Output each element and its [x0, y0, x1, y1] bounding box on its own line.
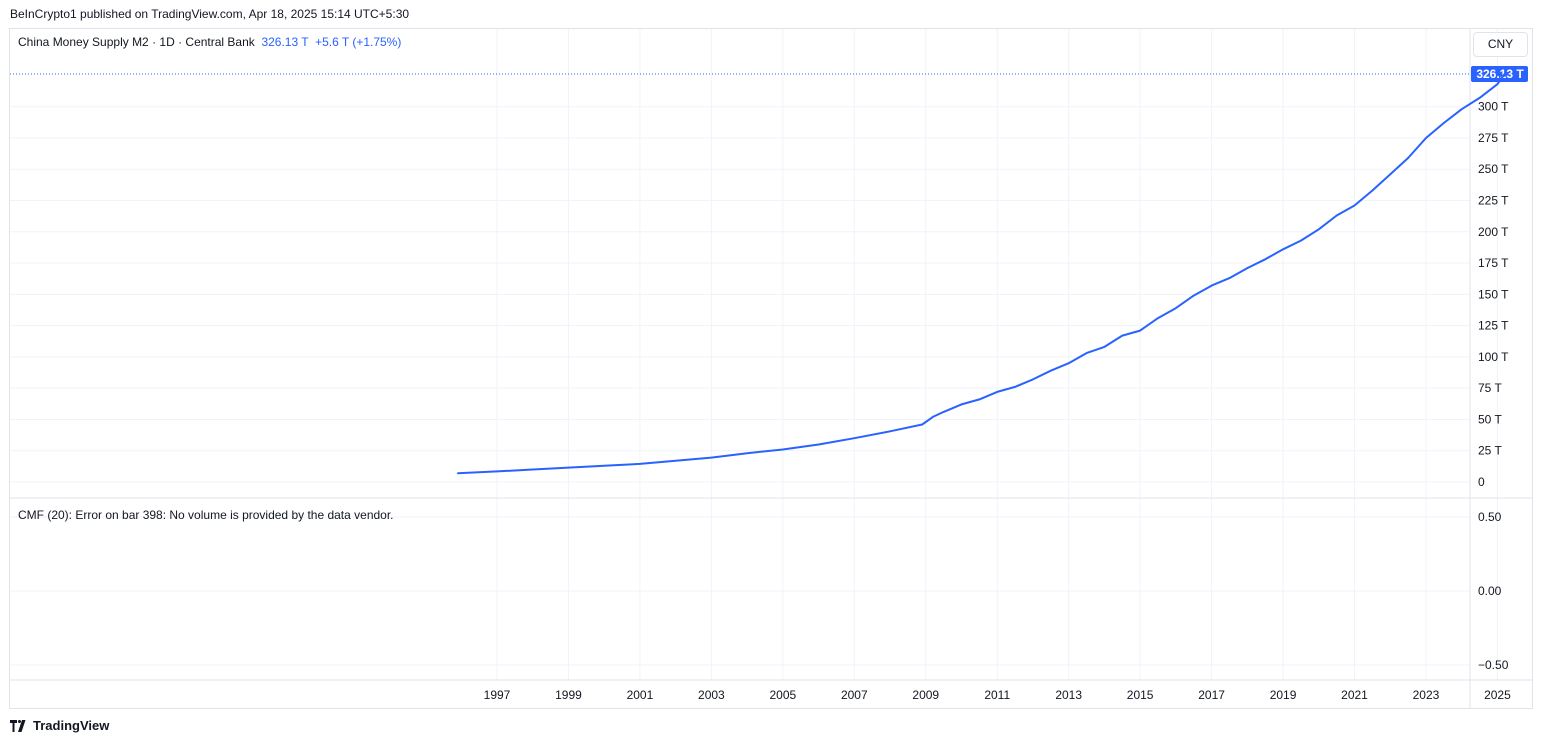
m2-data-point [746, 452, 748, 455]
y-tick-label: 75 T [1478, 381, 1502, 395]
m2-data-point [942, 411, 945, 413]
grid-layer [10, 29, 1498, 680]
m2-data-point [1425, 137, 1427, 139]
m2-data-point [996, 391, 999, 393]
last-value: 326.13 T [261, 35, 309, 49]
m2-data-point [978, 398, 981, 401]
y-tick-label: 225 T [1478, 194, 1509, 208]
m2-data-point [1496, 83, 1499, 85]
y-tick-label: 100 T [1478, 350, 1509, 364]
m2-data-point [1282, 248, 1284, 251]
m2-data-point [1050, 369, 1052, 372]
m2-data-point [710, 456, 713, 459]
m2-data-point [782, 448, 784, 451]
m2-data-point [1478, 97, 1481, 99]
x-tick-label: 2013 [1055, 688, 1082, 702]
m2-data-point [1175, 307, 1177, 309]
m2-data-point [1300, 239, 1302, 242]
m2-data-point [1228, 277, 1231, 279]
cmf-tick-label: 0.00 [1478, 584, 1502, 598]
x-tick-label: 2017 [1198, 688, 1225, 702]
x-tick-label: 1997 [484, 688, 511, 702]
m2-series-line [457, 73, 1506, 475]
cmf-error-message: CMF (20): Error on bar 398: No volume is… [18, 508, 394, 522]
change-value: +5.6 T (+1.75%) [315, 35, 402, 49]
m2-data-point [1389, 173, 1392, 176]
m2-data-point [1103, 346, 1106, 348]
chart-frame [9, 28, 1533, 709]
x-tick-label: 2009 [912, 688, 939, 702]
cmf-tick-label: 0.50 [1478, 510, 1502, 524]
y-tick-label: 0 [1478, 475, 1485, 489]
m2-data-point [1353, 204, 1356, 207]
x-tick-label: 2023 [1413, 688, 1440, 702]
m2-data-point [1157, 317, 1159, 319]
axis-layer: 1997 1999 2001 2003 2005 2007 2009 2011 2013 2015… [10, 29, 1533, 708]
m2-data-point [1264, 258, 1266, 261]
m2-data-point [1335, 214, 1338, 217]
y-tick-label: 275 T [1478, 131, 1509, 145]
symbol-title: China Money Supply M2 · 1D · Central Ban… [18, 35, 255, 49]
y-tick-label: 50 T [1478, 412, 1502, 426]
m2-data-point [1192, 294, 1195, 297]
x-tick-label: 1999 [555, 688, 582, 702]
y-tick-label: 175 T [1478, 256, 1509, 270]
y-tick-label: 300 T [1478, 100, 1509, 114]
m2-data-point [674, 459, 677, 462]
y-tick-label: 250 T [1478, 162, 1509, 176]
x-tick-label: 2025 [1484, 688, 1511, 702]
m2-data-point [960, 403, 963, 406]
m2-data-point [1460, 108, 1463, 110]
publish-line: BeInCrypto1 published on TradingView.com… [10, 7, 410, 21]
m2-data-point [531, 468, 534, 471]
m2-data-point [1246, 267, 1249, 269]
series-layer [10, 73, 1506, 475]
m2-data-point [567, 466, 570, 469]
m2-data-point [1407, 157, 1409, 159]
last-price-label: 326.13 T [1476, 67, 1524, 81]
m2-data-point [1371, 189, 1374, 192]
m2-data-point [853, 437, 856, 440]
m2-data-point [1014, 386, 1016, 388]
m2-data-point [1032, 378, 1034, 381]
m2-data-point [1085, 352, 1088, 354]
m2-data-point [1210, 284, 1213, 287]
x-tick-label: 2003 [698, 688, 725, 702]
x-tick-label: 2019 [1270, 688, 1297, 702]
currency-button[interactable]: CNY [1473, 32, 1528, 57]
x-tick-label: 2007 [841, 688, 868, 702]
footer-brand[interactable]: TradingView [10, 718, 109, 733]
m2-data-point [1067, 362, 1070, 364]
x-tick-label: 2011 [984, 688, 1010, 702]
cmf-tick-label: −0.50 [1478, 658, 1509, 672]
m2-data-point [889, 430, 891, 433]
y-tick-label: 25 T [1478, 444, 1502, 458]
x-tick-label: 2005 [769, 688, 796, 702]
m2-data-point [1443, 122, 1445, 124]
m2-data-point [817, 443, 820, 446]
x-tick-label: 2015 [1127, 688, 1154, 702]
m2-data-point [456, 472, 459, 475]
m2-data-point [1121, 334, 1124, 337]
symbol-legend[interactable]: China Money Supply M2 · 1D · Central Ban… [18, 35, 401, 49]
y-tick-label: 150 T [1478, 287, 1509, 301]
m2-data-point [1139, 329, 1141, 332]
m2-data-point [496, 470, 498, 473]
y-tick-label: 125 T [1478, 319, 1509, 333]
x-tick-label: 2001 [627, 688, 654, 702]
x-tick-label: 2021 [1341, 688, 1368, 702]
m2-data-point [932, 416, 934, 418]
m2-data-point [921, 423, 923, 426]
m2-data-point [603, 464, 605, 467]
tradingview-logo-icon [10, 719, 26, 732]
m2-data-point [1503, 73, 1506, 75]
y-tick-label: 200 T [1478, 225, 1509, 239]
m2-data-point [639, 463, 641, 465]
footer-brand-label: TradingView [33, 718, 110, 733]
m2-data-point [1317, 228, 1320, 231]
last-price-badge [1471, 66, 1528, 82]
